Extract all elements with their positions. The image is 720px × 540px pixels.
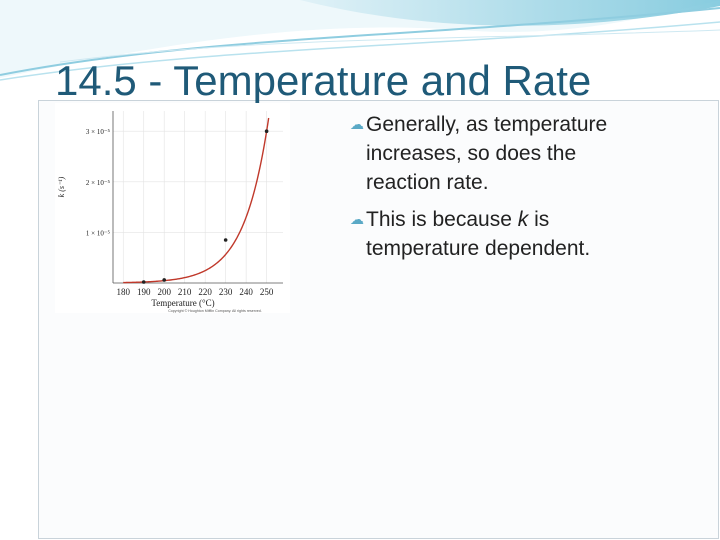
chart-points	[141, 129, 269, 284]
bullet-1-line-3: reaction rate.	[366, 171, 489, 194]
y-tick-label: 3 × 10⁻⁵	[86, 128, 111, 136]
bullet-1-line-2: increases, so does the	[366, 142, 577, 165]
x-tick-label: 180	[116, 287, 130, 297]
bullet-icon: ☁	[350, 116, 364, 132]
slide-title: 14.5 - Temperature and Rate	[55, 57, 592, 104]
bullet-1-line-1: Generally, as temperature	[366, 113, 608, 136]
data-point	[264, 129, 269, 134]
chart-x-ticks: 180 190 200 210 220 230 240 250	[116, 287, 273, 297]
x-axis-label: Temperature (°C)	[151, 298, 214, 308]
chart-axes	[112, 111, 283, 284]
chart-background	[55, 103, 290, 313]
chart-y-ticks: 1 × 10⁻⁵ 2 × 10⁻⁵ 3 × 10⁻⁵	[86, 128, 111, 237]
x-tick-label: 220	[198, 287, 212, 297]
bullet-icon: ☁	[350, 211, 364, 227]
y-tick-label: 1 × 10⁻⁵	[86, 229, 111, 237]
x-tick-label: 210	[178, 287, 192, 297]
x-tick-label: 190	[137, 287, 151, 297]
bullet-2-text-after: is	[528, 208, 550, 231]
x-tick-label: 230	[219, 287, 233, 297]
x-tick-label: 200	[157, 287, 171, 297]
data-point	[223, 238, 228, 242]
x-tick-label: 250	[260, 287, 274, 297]
y-axis-label: k (s⁻¹)	[57, 176, 66, 197]
data-point	[162, 278, 167, 282]
decorative-header-swoosh	[0, 0, 720, 81]
bullet-item: ☁ This is because k is temperature depen…	[350, 205, 702, 263]
bullet-2-text-before: This is because	[366, 208, 518, 231]
y-tick-label: 2 × 10⁻⁵	[86, 179, 111, 187]
data-point	[141, 280, 146, 284]
rate-constant-chart: 1 × 10⁻⁵ 2 × 10⁻⁵ 3 × 10⁻⁵ 180 190 200 210 220…	[55, 103, 290, 313]
x-tick-label: 240	[239, 287, 253, 297]
bullet-list: ☁ Generally, as temperature increases, s…	[350, 110, 702, 271]
rate-curve	[123, 117, 270, 284]
bullet-2-italic-k: k	[517, 208, 529, 231]
copyright-note: Copyright © Houghton Mifflin Company. Al…	[168, 309, 262, 313]
bullet-2-line-2: temperature dependent.	[366, 237, 591, 260]
bullet-item: ☁ Generally, as temperature increases, s…	[350, 110, 702, 197]
